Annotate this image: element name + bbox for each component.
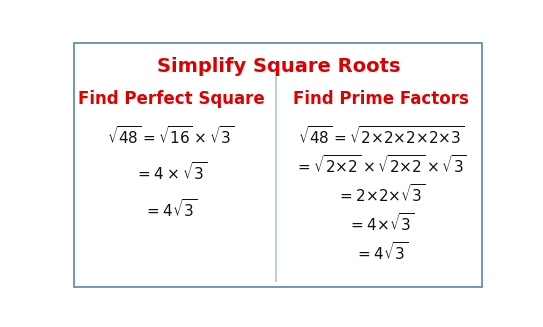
Text: Find Perfect Square: Find Perfect Square (78, 90, 264, 108)
Text: $= 4 \times \sqrt{3}$: $= 4 \times \sqrt{3}$ (135, 161, 207, 183)
Text: $= \sqrt{2{\times}2} \times \sqrt{2{\times}2} \times \sqrt{3}$: $= \sqrt{2{\times}2} \times \sqrt{2{\tim… (295, 154, 468, 176)
Text: Simplify Square Roots: Simplify Square Roots (156, 57, 400, 76)
FancyBboxPatch shape (74, 43, 482, 287)
Text: Find Prime Factors: Find Prime Factors (293, 90, 469, 108)
Text: $= 4{\times}\sqrt{3}$: $= 4{\times}\sqrt{3}$ (349, 212, 414, 234)
Text: $\sqrt{48} = \sqrt{2{\times}2{\times}2{\times}2{\times}3}$: $\sqrt{48} = \sqrt{2{\times}2{\times}2{\… (298, 125, 464, 147)
Text: $= 4\sqrt{3}$: $= 4\sqrt{3}$ (144, 198, 198, 220)
Text: $\sqrt{48} = \sqrt{16} \times \sqrt{3}$: $\sqrt{48} = \sqrt{16} \times \sqrt{3}$ (107, 125, 235, 147)
Text: $= 2{\times}2{\times}\sqrt{3}$: $= 2{\times}2{\times}\sqrt{3}$ (337, 183, 426, 205)
Text: $= 4\sqrt{3}$: $= 4\sqrt{3}$ (355, 241, 408, 263)
